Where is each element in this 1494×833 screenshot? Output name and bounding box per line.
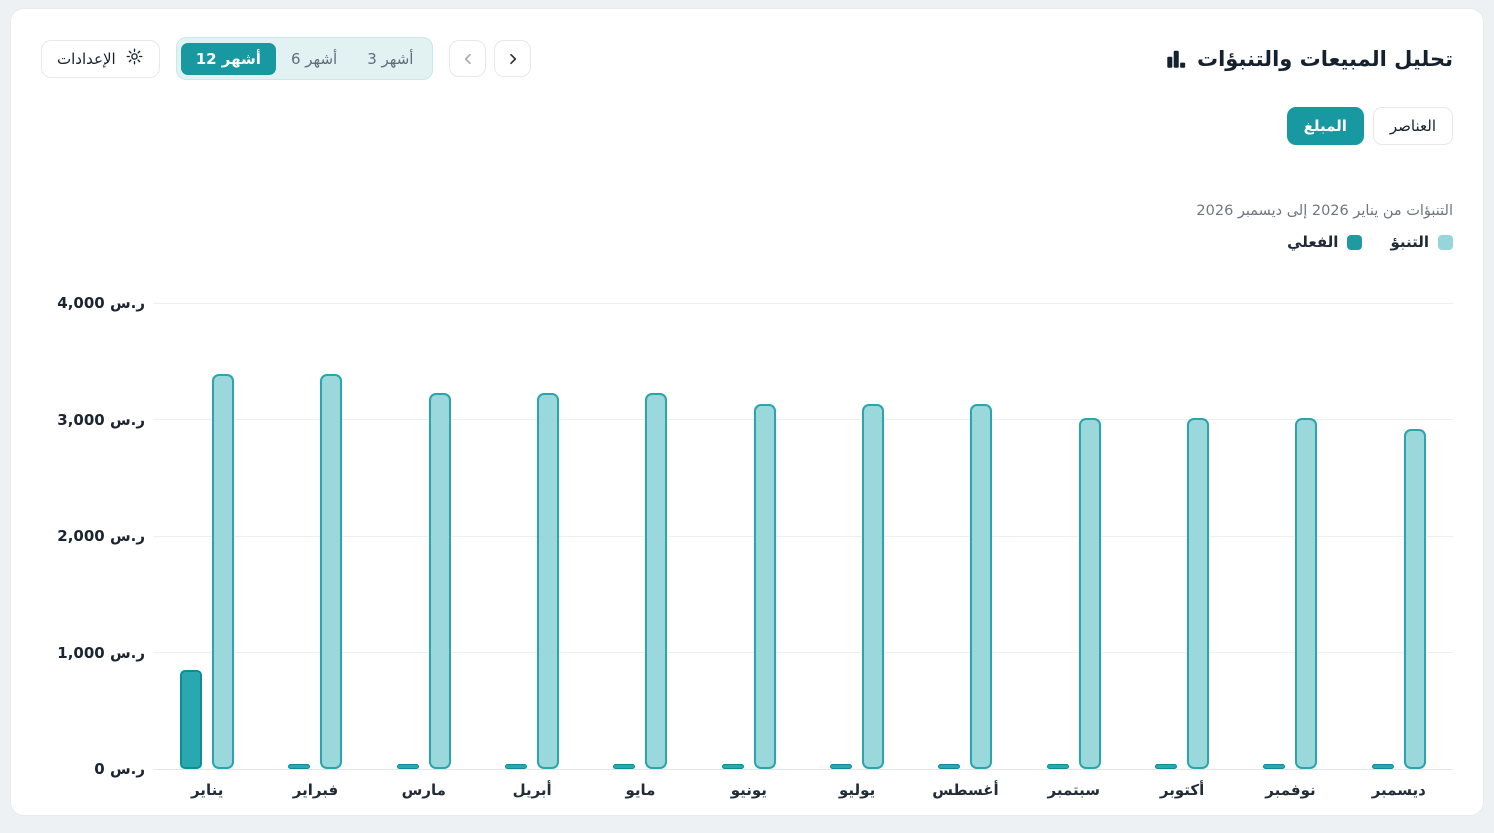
forecast-legend-label: التنبؤ (1390, 233, 1429, 251)
legend-item-actual[interactable]: الفعلي (1287, 233, 1363, 251)
forecast-bar-3[interactable] (428, 393, 451, 769)
month-label: سبتمبر (1047, 781, 1101, 799)
month-label: نوفمبر (1265, 781, 1316, 799)
tab-3-months[interactable]: 3 أشهر (352, 43, 428, 75)
bar-group-12: ديسمبر (1371, 303, 1426, 799)
bar-group-1: يناير (180, 303, 235, 799)
month-label: مايو (625, 781, 656, 799)
forecast-bar-5[interactable] (645, 393, 668, 769)
actual-bar-6[interactable] (721, 764, 744, 769)
actual-bar-5[interactable] (613, 764, 636, 769)
actual-legend-label: الفعلي (1287, 233, 1339, 251)
toggle-items-button[interactable]: العناصر (1372, 107, 1453, 145)
actual-bar-2[interactable] (288, 764, 311, 769)
month-label: أبريل (512, 781, 552, 799)
nav-next-button[interactable] (494, 40, 532, 77)
month-label: ديسمبر (1371, 781, 1426, 799)
forecast-bar-2[interactable] (320, 374, 343, 769)
tab-6-months[interactable]: 6 أشهر (276, 43, 352, 75)
y-tick-label: ر.س 0 (94, 760, 145, 778)
forecast-bar-1[interactable] (212, 374, 235, 769)
month-label: يوليو (839, 781, 876, 799)
actual-bar-1[interactable] (180, 670, 203, 769)
month-label: يناير (190, 781, 224, 799)
plot-area: يناير فبراير مارس أبريل مايو يونيو يوليو أغسطس س… (153, 302, 1453, 799)
gridline (153, 768, 1453, 770)
forecast-bar-12[interactable] (1403, 429, 1426, 769)
chart-legend: التنبؤ الفعلي (41, 233, 1453, 251)
actual-bar-7[interactable] (830, 764, 853, 769)
tab-12-months[interactable]: 12 أشهر (180, 42, 276, 75)
forecast-bar-11[interactable] (1295, 418, 1318, 769)
sales-forecast-card: تحليل المبيعات والتنبؤات (10, 8, 1484, 816)
forecast-bar-10[interactable] (1187, 418, 1210, 769)
bar-chart: 4,000 ر.س 3,000 ر.س 2,000 ر.س 1,000 ر.س ر.س … (41, 294, 1453, 799)
actual-bar-10[interactable] (1155, 764, 1178, 769)
y-axis: 4,000 ر.س 3,000 ر.س 2,000 ر.س 1,000 ر.س ر.س … (41, 294, 153, 778)
header-controls: 3 أشهر 6 أشهر 12 أشهر الإعدادات (41, 37, 532, 80)
actual-bar-8[interactable] (938, 764, 961, 769)
y-tick-label: 1,000 ر.س (57, 643, 145, 662)
actual-bar-3[interactable] (396, 764, 419, 769)
month-label: فبراير (292, 781, 339, 799)
actual-bar-9[interactable] (1046, 764, 1069, 769)
month-label: أغسطس (932, 781, 999, 799)
forecast-swatch (1438, 234, 1453, 250)
gridline (153, 535, 1453, 537)
forecast-bar-6[interactable] (753, 404, 776, 769)
actual-bar-11[interactable] (1263, 764, 1286, 769)
forecast-subtitle: التنبؤات من يناير 2026 إلى ديسمبر 2026 (1196, 203, 1453, 219)
bar-chart-icon (1165, 48, 1187, 70)
bar-group-2: فبراير (288, 303, 343, 799)
bar-group-8: أغسطس (932, 303, 999, 799)
forecast-bar-7[interactable] (862, 404, 885, 769)
page-title: تحليل المبيعات والتنبؤات (1197, 46, 1453, 71)
nav-group (449, 40, 532, 77)
gridline (153, 302, 1453, 304)
bar-group-7: يوليو (830, 303, 885, 799)
nav-prev-button[interactable] (449, 40, 487, 77)
actual-bar-12[interactable] (1371, 764, 1394, 769)
title-group: تحليل المبيعات والتنبؤات (1165, 47, 1453, 71)
toggle-amount-button[interactable]: المبلغ (1286, 107, 1364, 145)
bar-group-4: أبريل (505, 303, 560, 799)
legend-item-forecast[interactable]: التنبؤ (1390, 233, 1453, 251)
bar-group-11: نوفمبر (1263, 303, 1318, 799)
actual-bar-4[interactable] (505, 764, 528, 769)
view-toggle: العناصر المبلغ (41, 107, 1453, 145)
bar-group-6: يونيو (721, 303, 776, 799)
y-tick-label: 4,000 ر.س (57, 294, 145, 312)
forecast-bar-9[interactable] (1078, 418, 1101, 769)
chevron-left-icon (460, 51, 476, 67)
forecast-bar-4[interactable] (537, 393, 560, 769)
gear-icon (125, 47, 144, 70)
gridline (153, 652, 1453, 653)
settings-label: الإعدادات (57, 49, 116, 68)
bar-group-5: مايو (613, 303, 668, 799)
bar-group-3: مارس (396, 303, 451, 799)
bar-groups: يناير فبراير مارس أبريل مايو يونيو يوليو أغسطس س… (153, 303, 1453, 799)
month-label: مارس (401, 781, 446, 799)
range-tab-group: 3 أشهر 6 أشهر 12 أشهر (175, 37, 434, 80)
month-label: يونيو (730, 781, 767, 799)
gridline (153, 419, 1453, 420)
month-label: أكتوبر (1159, 781, 1205, 799)
forecast-bar-8[interactable] (970, 404, 993, 769)
y-tick-label: 3,000 ر.س (57, 410, 145, 429)
settings-button[interactable]: الإعدادات (41, 39, 160, 78)
bar-group-9: سبتمبر (1046, 303, 1101, 799)
chevron-right-icon (505, 51, 521, 67)
header: تحليل المبيعات والتنبؤات (41, 37, 1453, 80)
actual-swatch (1347, 234, 1363, 250)
bar-group-10: أكتوبر (1155, 303, 1210, 799)
y-tick-label: 2,000 ر.س (57, 527, 145, 545)
